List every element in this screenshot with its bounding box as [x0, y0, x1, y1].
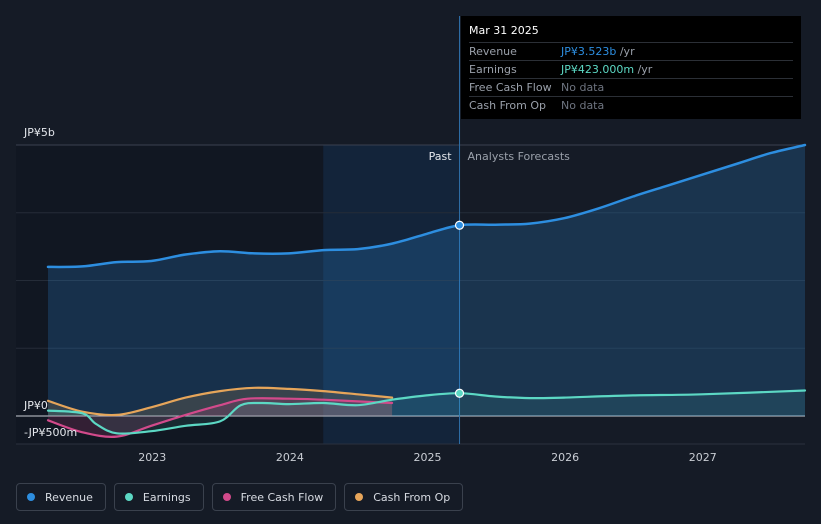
legend-item-free-cash-flow[interactable]: Free Cash Flow: [211, 483, 337, 511]
tooltip-row-cash-from-op: Cash From Op No data: [469, 96, 793, 114]
axis-labels: JP¥5b JP¥0 -JP¥500m Past Analysts Forecasts 2…: [23, 126, 717, 464]
y-axis-zero-label: JP¥0: [23, 399, 48, 412]
series-areas: [48, 145, 805, 437]
highlight-markers: [454, 220, 465, 398]
tooltip-value: JP¥423.000m: [561, 63, 635, 76]
tooltip-row-free-cash-flow: Free Cash Flow No data: [469, 78, 793, 96]
legend-item-earnings[interactable]: Earnings: [113, 483, 204, 511]
tooltip-date: Mar 31 2025: [469, 24, 539, 37]
legend-dot-icon: [124, 493, 133, 501]
x-axis-tick-label: 2023: [138, 451, 166, 464]
legend-label: Cash From Op: [373, 490, 451, 504]
legend-dot-icon: [27, 493, 35, 501]
series-lines: [46, 143, 807, 438]
cash-from-op-area: [48, 387, 393, 416]
revenue-highlight-point: [454, 220, 465, 230]
grid-lines: [16, 16, 805, 445]
legend-dot-icon: [355, 493, 364, 501]
tooltip-row-revenue: Revenue JP¥3.523b /yr: [469, 42, 793, 60]
legend: Revenue Earnings Free Cash Flow Cash Fro…: [16, 483, 464, 511]
tooltip-value: No data: [561, 81, 605, 94]
revenue-line: [46, 143, 807, 269]
x-axis-tick-label: 2025: [414, 451, 442, 464]
past-label: Past: [429, 150, 453, 163]
x-axis-tick-label: 2026: [551, 451, 579, 464]
legend-item-revenue[interactable]: Revenue: [16, 483, 106, 511]
tooltip-value: JP¥3.523b: [561, 45, 617, 58]
past-region-dark: [16, 145, 324, 444]
legend-label: Earnings: [142, 490, 191, 504]
earnings-line: [46, 389, 807, 435]
legend-item-cash-from-op[interactable]: Cash From Op: [344, 483, 464, 511]
revenue-area: [48, 145, 805, 416]
chart-background: [16, 145, 460, 444]
legend-label: Free Cash Flow: [240, 490, 324, 504]
legend-dot-icon: [222, 493, 231, 501]
tooltip-panel: Mar 31 2025 Revenue JP¥3.523b /yr Earnin…: [461, 16, 801, 119]
tooltip-label: Revenue: [469, 45, 517, 58]
tooltip-label: Earnings: [469, 63, 517, 76]
x-axis-tick-label: 2027: [689, 451, 717, 464]
tooltip-label: Cash From Op: [469, 99, 547, 112]
earnings-area: [48, 390, 805, 434]
x-axis-tick-label: 2024: [276, 451, 304, 464]
tooltip-value: No data: [561, 99, 605, 112]
tooltip-unit: /yr: [634, 63, 653, 76]
y-axis-bottom-label: -JP¥500m: [24, 426, 77, 439]
tooltip-unit: /yr: [616, 45, 635, 58]
free-cash-flow-area: [48, 398, 393, 437]
forecast-label: Analysts Forecasts: [468, 150, 571, 163]
tooltip-row-earnings: Earnings JP¥423.000m /yr: [469, 60, 793, 78]
cash-from-op-line: [46, 386, 394, 417]
free-cash-flow-line: [46, 397, 394, 438]
legend-label: Revenue: [45, 490, 93, 504]
earnings-highlight-point: [454, 388, 465, 398]
y-axis-top-label: JP¥5b: [23, 126, 55, 139]
tooltip-label: Free Cash Flow: [469, 81, 552, 94]
